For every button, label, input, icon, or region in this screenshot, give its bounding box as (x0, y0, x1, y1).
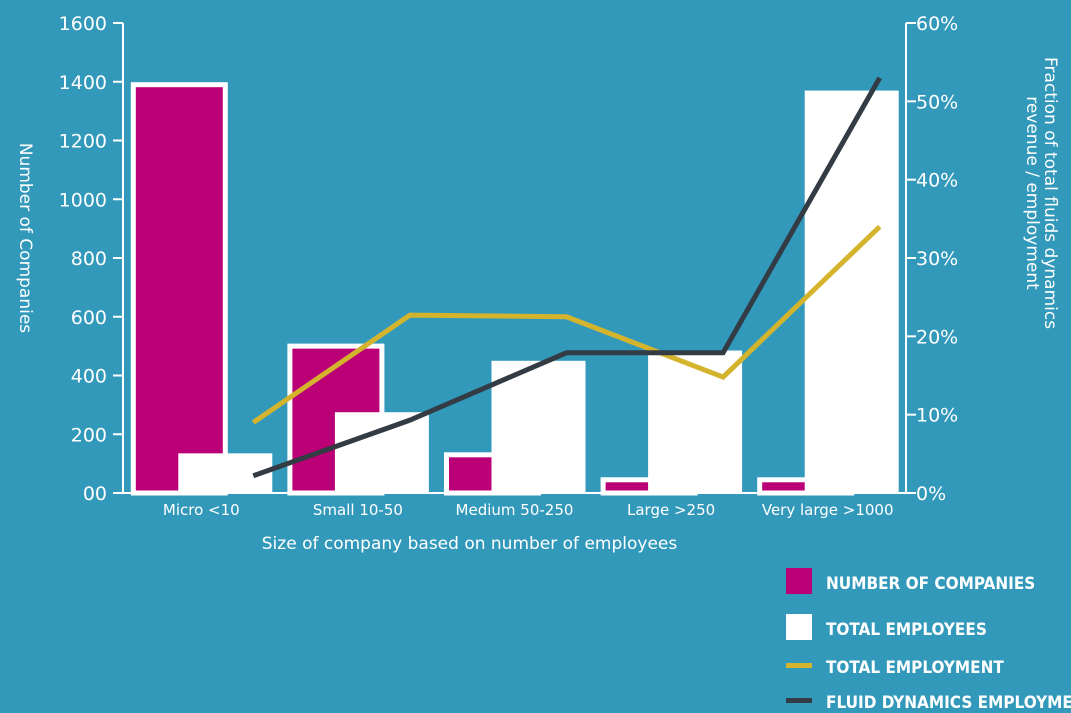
legend-swatch-number-of-companies (786, 568, 812, 594)
bar-total-employees (491, 360, 586, 493)
bar-number-of-companies (130, 82, 228, 496)
legend: NUMBER OF COMPANIES TOTAL EMPLOYEES TOTAL … (786, 568, 1071, 713)
left-tick-label: 1000 (59, 189, 107, 211)
left-tick-label: 1200 (59, 131, 107, 153)
category-label: Micro <10 (163, 501, 240, 519)
legend-swatch-fluid-dynamics-employment (786, 698, 812, 703)
right-tick-labels: 0% 10% 20% 30% 40% 50% 60% (906, 13, 958, 505)
x-axis-title: Size of company based on number of emplo… (262, 534, 678, 554)
right-axis-title-line: Fraction of total fluids dynamics (1040, 57, 1060, 329)
bar-total-employees (334, 412, 429, 493)
right-axis-title-line: revenue / employment (1022, 96, 1042, 290)
legend-swatch-total-employment (786, 663, 812, 668)
left-tick-label: 200 (71, 424, 107, 446)
right-tick-label: 0% (916, 483, 946, 505)
right-tick-label: 40% (916, 170, 958, 192)
legend-label-number-of-companies: NUMBER OF COMPANIES (826, 574, 1035, 594)
legend-label-fluid-dynamics-employment: FLUID DYNAMICS EMPLOYMENT (826, 693, 1071, 713)
legend-swatch-total-employees (786, 614, 812, 640)
right-tick-label: 50% (916, 91, 958, 113)
lines-layer (251, 76, 882, 479)
left-tick-label: 400 (71, 366, 107, 388)
right-axis-title: Fraction of total fluids dynamicsrevenue… (1022, 57, 1060, 329)
category-label: Medium 50-250 (456, 501, 574, 519)
legend-label-total-employment: TOTAL EMPLOYMENT (826, 658, 1004, 678)
legend-label-total-employees: TOTAL EMPLOYEES (826, 620, 987, 640)
left-tick-label: 1400 (59, 72, 107, 94)
left-tick-labels: 00 200 400 600 800 1000 1200 1400 1600 (59, 13, 123, 505)
category-label: Large >250 (627, 501, 715, 519)
category-label: Very large >1000 (762, 501, 894, 519)
left-axis-title: Number of Companies (15, 143, 35, 333)
right-tick-label: 20% (916, 326, 958, 348)
category-labels: Micro <10 Small 10-50 Medium 50-250 Large >… (163, 501, 894, 519)
right-tick-label: 30% (916, 248, 958, 270)
category-label: Small 10-50 (313, 501, 403, 519)
left-tick-label: 1600 (59, 13, 107, 35)
bars-layer (130, 82, 899, 496)
left-tick-label: 00 (83, 483, 107, 505)
left-tick-label: 800 (71, 248, 107, 270)
bar-total-employees (804, 90, 899, 493)
right-tick-label: 10% (916, 405, 958, 427)
right-tick-label: 60% (916, 13, 958, 35)
left-tick-label: 600 (71, 307, 107, 329)
